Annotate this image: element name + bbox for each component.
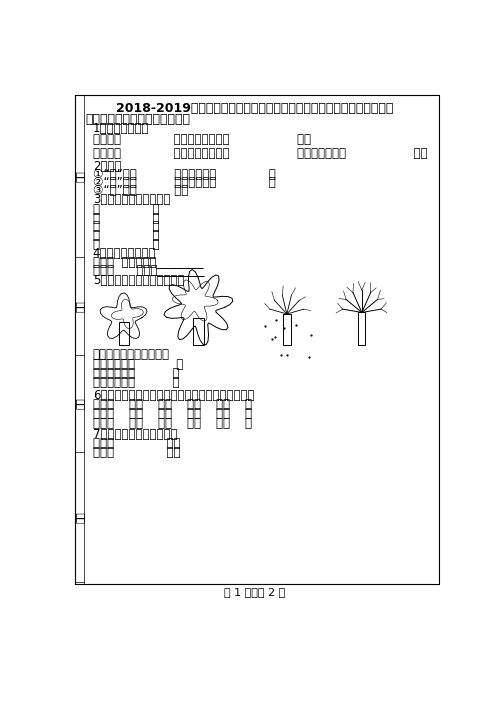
Text: 一、想一想，填一填（填空题）: 一、想一想，填一填（填空题） [85,113,190,126]
Text: 非              全: 非 全 [93,203,159,216]
Text: 冬天，小树上          。: 冬天，小树上 。 [93,376,179,389]
Text: 轻轻地      轻轻地________: 轻轻地 轻轻地________ [93,264,204,277]
Text: ③“禾”字共          面。: ③“禾”字共 面。 [93,184,188,197]
Text: 春天，小树上长了娩芽。: 春天，小树上长了娩芽。 [93,348,170,361]
Text: 7．选择合适的词语搭配。: 7．选择合适的词语搭配。 [93,428,177,441]
Text: 轻轻地  穿衣轻轻地________: 轻轻地 穿衣轻轻地________ [93,256,203,269]
Text: 4．照样子说一说。: 4．照样子说一说。 [93,248,156,260]
Text: 想              观: 想 观 [93,238,159,251]
Text: 6．扩充词语，并选择你喜欢的一个词语说一句话。: 6．扩充词语，并选择你喜欢的一个词语说一句话。 [93,388,254,402]
Text: 2018-2019年重庆市巫山县实验小学一年级上册语文模拟期末考试无答案: 2018-2019年重庆市巫山县实验小学一年级上册语文模拟期末考试无答案 [116,102,393,115]
Text: 告              常: 告 常 [93,229,159,242]
Text: 少，共（              ）笔，第三笔是（                  ）。: 少，共（ ）笔，第三笔是（ ）。 [93,133,311,147]
Text: 长，共（              ）笔，第一笔是（                  ），第三笔是（                  ）。: 长，共（ ）笔，第一笔是（ ），第三笔是（ ）。 [93,147,427,160]
Text: 夏天，小树上          。: 夏天，小树上 。 [93,358,183,371]
Text: 班级: 班级 [74,397,84,409]
Text: 秋天，小树上          。: 秋天，小树上 。 [93,367,179,380]
Text: 安              好: 安 好 [93,220,159,234]
Text: 温暖的              地球: 温暖的 地球 [93,446,180,459]
Text: 姓名: 姓名 [74,300,84,312]
Text: 2．填空: 2．填空 [93,160,121,173]
Text: 青：（    ）（    ）（    ）（    ）（    ）: 青：（ ）（ ）（ ）（ ）（ ） [93,398,252,411]
Text: 杯：（    ）（    ）（    ）（    ）（    ）: 杯：（ ）（ ）（ ）（ ）（ ） [93,417,252,430]
Text: 美丽的              关系: 美丽的 关系 [93,437,180,450]
Text: 第 1 页，共 2 页: 第 1 页，共 2 页 [224,588,285,597]
Text: 分数: 分数 [74,171,84,182]
Text: 3．填一填，组成词语。: 3．填一填，组成词语。 [93,194,170,206]
Text: ①“火”字共          面，第三面是              。: ①“火”字共 面，第三面是 。 [93,168,275,181]
Text: 壮              译: 壮 译 [93,212,159,225]
Text: 5．看图，把句子补充完整。: 5．看图，把句子补充完整。 [93,274,184,287]
Text: 包：（    ）（    ）（    ）（    ）（    ）: 包：（ ）（ ）（ ）（ ）（ ） [93,407,252,420]
Text: 1．按要求填空。: 1．按要求填空。 [93,122,149,135]
Text: ②“田”字共          面，第二面是              。: ②“田”字共 面，第二面是 。 [93,176,275,189]
Text: 题号: 题号 [74,511,84,522]
